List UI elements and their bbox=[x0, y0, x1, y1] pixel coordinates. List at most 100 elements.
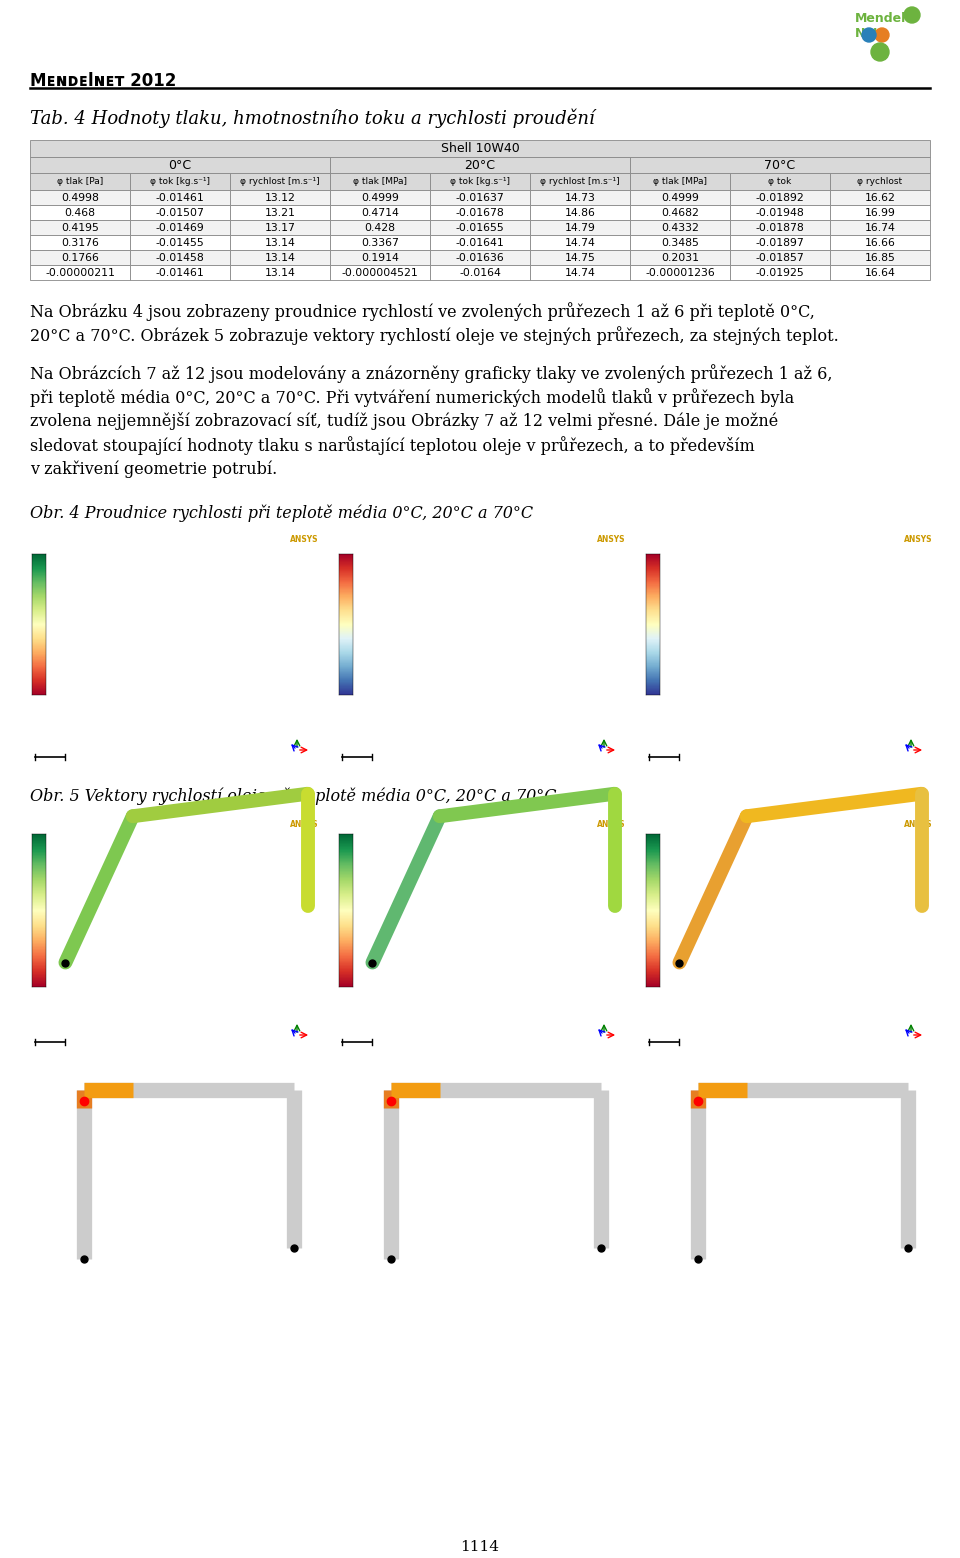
Bar bbox=[630, 157, 930, 173]
Text: -0.01678: -0.01678 bbox=[456, 207, 504, 218]
Bar bbox=[630, 235, 730, 249]
Bar bbox=[730, 206, 830, 220]
Bar bbox=[30, 220, 130, 235]
Text: -0.01455: -0.01455 bbox=[156, 237, 204, 248]
Bar bbox=[130, 206, 230, 220]
Text: -0.01948: -0.01948 bbox=[756, 207, 804, 218]
Bar bbox=[130, 249, 230, 265]
Text: 13.17: 13.17 bbox=[265, 223, 296, 232]
Text: 14.74: 14.74 bbox=[564, 237, 595, 248]
Bar bbox=[830, 235, 930, 249]
Text: -0.01925: -0.01925 bbox=[756, 268, 804, 277]
Bar bbox=[330, 190, 430, 206]
Bar bbox=[230, 190, 330, 206]
Text: Tab. 4 Hodnoty tlaku, hmotnostního toku a rychlosti proudění: Tab. 4 Hodnoty tlaku, hmotnostního toku … bbox=[30, 108, 595, 128]
Bar bbox=[530, 173, 630, 190]
Text: 20°C a 70°C. Obrázek 5 zobrazuje vektory rychlostí oleje ve stejných průřezech, : 20°C a 70°C. Obrázek 5 zobrazuje vektory… bbox=[30, 326, 839, 344]
Text: při teplotě média 0°C, 20°C a 70°C. Při vytváření numerických modelů tlaků v prů: při teplotě média 0°C, 20°C a 70°C. Při … bbox=[30, 388, 794, 407]
Text: 0.1914: 0.1914 bbox=[361, 252, 399, 262]
Bar bbox=[830, 206, 930, 220]
Bar bbox=[30, 206, 130, 220]
Bar bbox=[630, 220, 730, 235]
Bar bbox=[730, 173, 830, 190]
Text: ANSYS: ANSYS bbox=[904, 534, 932, 544]
Bar bbox=[530, 249, 630, 265]
Text: -0.01637: -0.01637 bbox=[456, 193, 504, 203]
Text: ANSYS: ANSYS bbox=[290, 820, 319, 829]
Bar bbox=[430, 190, 530, 206]
Bar bbox=[530, 206, 630, 220]
Text: -0.01655: -0.01655 bbox=[456, 223, 504, 232]
Bar bbox=[30, 265, 130, 280]
Text: Net: Net bbox=[855, 26, 879, 41]
Text: 16.64: 16.64 bbox=[865, 268, 896, 277]
Bar bbox=[230, 173, 330, 190]
Text: zvolena nejjemnější zobrazovací síť, tudíž jsou Obrázky 7 až 12 velmi přesné. Dá: zvolena nejjemnější zobrazovací síť, tud… bbox=[30, 411, 779, 430]
Bar bbox=[130, 265, 230, 280]
Text: 16.85: 16.85 bbox=[865, 252, 896, 262]
Text: 70°C: 70°C bbox=[764, 159, 796, 171]
Text: Mᴇɴᴅᴇlɴᴇᴛ 2012: Mᴇɴᴅᴇlɴᴇᴛ 2012 bbox=[30, 72, 177, 90]
Bar bbox=[130, 190, 230, 206]
Bar bbox=[130, 220, 230, 235]
Text: -0.01897: -0.01897 bbox=[756, 237, 804, 248]
Bar bbox=[430, 173, 530, 190]
Text: 1114: 1114 bbox=[461, 1539, 499, 1553]
Text: 0.4999: 0.4999 bbox=[661, 193, 699, 203]
Text: 0.4999: 0.4999 bbox=[361, 193, 399, 203]
Bar bbox=[30, 190, 130, 206]
Bar bbox=[730, 235, 830, 249]
Bar bbox=[730, 249, 830, 265]
Text: 16.74: 16.74 bbox=[865, 223, 896, 232]
Text: -0.01507: -0.01507 bbox=[156, 207, 204, 218]
Text: 16.66: 16.66 bbox=[865, 237, 896, 248]
Text: -0.01892: -0.01892 bbox=[756, 193, 804, 203]
Text: 0.4682: 0.4682 bbox=[661, 207, 699, 218]
Text: φ rychlost [m.s⁻¹]: φ rychlost [m.s⁻¹] bbox=[540, 178, 620, 185]
Bar bbox=[330, 265, 430, 280]
Text: 20°C: 20°C bbox=[465, 159, 495, 171]
Bar bbox=[330, 157, 630, 173]
Text: 13.14: 13.14 bbox=[265, 237, 296, 248]
Text: 13.12: 13.12 bbox=[265, 193, 296, 203]
Bar bbox=[830, 220, 930, 235]
Bar bbox=[230, 220, 330, 235]
Text: -0.000004521: -0.000004521 bbox=[342, 268, 419, 277]
Text: 0°C: 0°C bbox=[168, 159, 192, 171]
Text: 14.86: 14.86 bbox=[564, 207, 595, 218]
Text: 14.73: 14.73 bbox=[564, 193, 595, 203]
Text: sledovat stoupající hodnoty tlaku s narůstající teplotou oleje v průřezech, a to: sledovat stoupající hodnoty tlaku s narů… bbox=[30, 436, 755, 455]
Text: 0.3367: 0.3367 bbox=[361, 237, 399, 248]
Text: -0.01461: -0.01461 bbox=[156, 268, 204, 277]
Bar bbox=[230, 235, 330, 249]
Text: 0.4332: 0.4332 bbox=[661, 223, 699, 232]
Text: φ rychlost: φ rychlost bbox=[857, 178, 902, 185]
Bar bbox=[30, 140, 930, 157]
Text: φ tok: φ tok bbox=[768, 178, 792, 185]
Text: φ tok [kg.s⁻¹]: φ tok [kg.s⁻¹] bbox=[450, 178, 510, 185]
Circle shape bbox=[862, 28, 876, 42]
Text: 0.3485: 0.3485 bbox=[661, 237, 699, 248]
Bar bbox=[30, 235, 130, 249]
Text: Na Obrázku 4 jsou zobrazeny proudnice rychlostí ve zvolených průřezech 1 až 6 př: Na Obrázku 4 jsou zobrazeny proudnice ry… bbox=[30, 302, 815, 321]
Text: 0.468: 0.468 bbox=[64, 207, 95, 218]
Text: -0.01458: -0.01458 bbox=[156, 252, 204, 262]
Bar bbox=[30, 249, 130, 265]
Text: φ tok [kg.s⁻¹]: φ tok [kg.s⁻¹] bbox=[150, 178, 210, 185]
Bar bbox=[30, 173, 130, 190]
Bar bbox=[230, 249, 330, 265]
Bar bbox=[630, 173, 730, 190]
Bar bbox=[530, 265, 630, 280]
Text: 13.21: 13.21 bbox=[265, 207, 296, 218]
Bar bbox=[430, 206, 530, 220]
Text: 14.75: 14.75 bbox=[564, 252, 595, 262]
Text: 0.4195: 0.4195 bbox=[61, 223, 99, 232]
Text: 13.14: 13.14 bbox=[265, 252, 296, 262]
Bar bbox=[630, 206, 730, 220]
Bar bbox=[230, 265, 330, 280]
Bar bbox=[630, 190, 730, 206]
Text: ANSYS: ANSYS bbox=[290, 534, 319, 544]
Text: -0.01461: -0.01461 bbox=[156, 193, 204, 203]
Text: v zakřivení geometrie potrubí.: v zakřivení geometrie potrubí. bbox=[30, 460, 277, 477]
Circle shape bbox=[871, 44, 889, 61]
